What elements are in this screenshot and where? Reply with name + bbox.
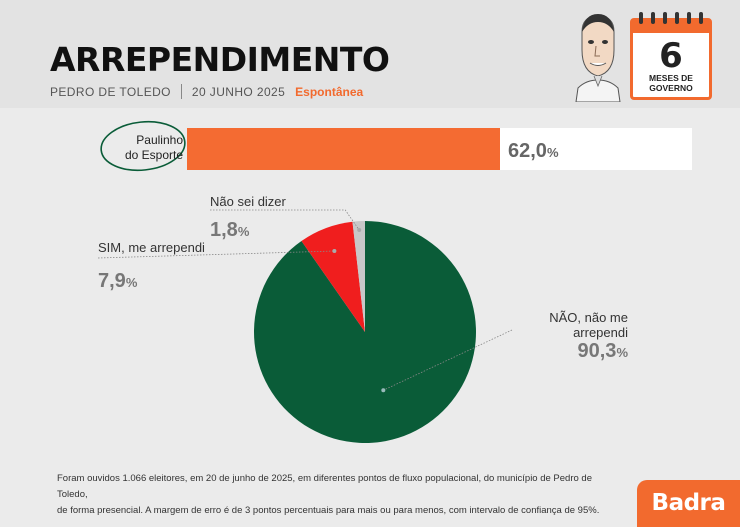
pie-slice-nao-sei [352,221,365,332]
footnote-line1: Foram ouvidos 1.066 eleitores, em 20 de … [57,473,592,500]
page-title: ARREPENDIMENTO [50,40,390,79]
leader-line-nao-sei [210,209,360,231]
pie-slices [254,221,476,443]
city-label: PEDRO DE TOLEDO [50,84,171,99]
brand-logo: Badra [637,480,740,527]
pie-slice-sim [301,221,365,332]
calendar-icon [633,21,709,33]
value-nao-sei: 1,8% [210,219,250,241]
bar-value-label: 62,0% [508,140,559,163]
bar-track [187,128,692,170]
calendar-badge: 6 MESES DE GOVERNO [630,12,712,100]
bar-fill [187,128,501,170]
label-nao: NÃO, não me arrependi [549,310,628,340]
mode-label: Espontânea [295,84,364,99]
candidate-circle [100,120,186,172]
months-label: MESES DE GOVERNO [649,73,693,93]
footnote-line2: de forma presencial. A margem de erro é … [57,505,600,516]
subtitle-line: PEDRO DE TOLEDO 20 JUNHO 2025 Espontânea [50,84,363,99]
leader-dot-nao-sei [357,228,362,233]
value-sim: 7,9% [98,270,138,292]
bar-value-number: 62,0 [508,140,547,162]
bar-label-line1: Paulinho [136,133,183,147]
months-number: 6 [659,36,683,76]
header: ARREPENDIMENTO PEDRO DE TOLEDO 20 JUNHO … [0,0,740,108]
bar-value-percent: % [546,145,559,160]
leader-lines [97,209,513,393]
leader-line-sim [97,250,335,259]
leader-dot-sim [332,249,337,254]
calendar-rings [639,12,703,24]
methodology-note: Foram ouvidos 1.066 eleitores, em 20 de … [57,471,617,519]
date-label: 20 JUNHO 2025 [191,84,286,99]
bar-category-label: Paulinho do Esporte [108,133,183,163]
divider [180,84,182,99]
label-nao-sei: Não sei dizer [210,194,286,209]
leader-line-nao [383,329,513,391]
label-sim: SIM, me arrependi [98,240,205,255]
mayor-caricature [575,14,621,102]
leader-dot-nao [381,388,386,393]
bar-label-line2: do Esporte [124,148,183,162]
value-nao: 90,3% [577,340,629,362]
